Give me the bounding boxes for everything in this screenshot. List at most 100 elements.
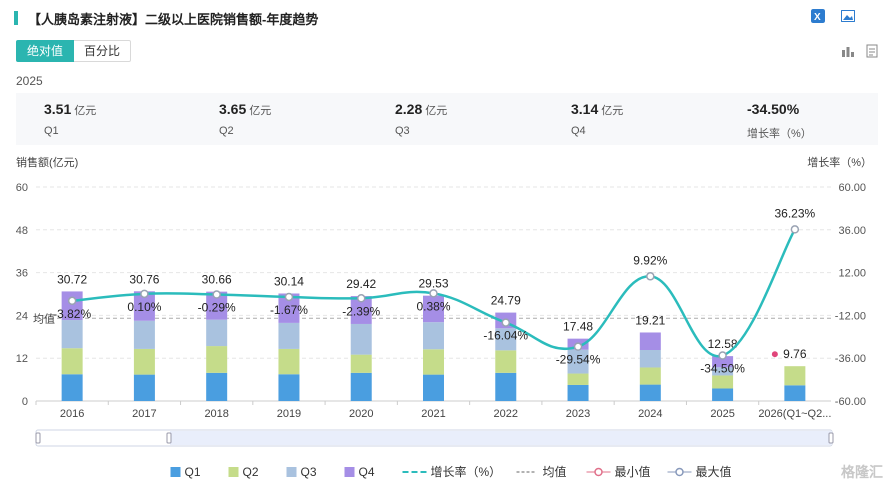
growth-point — [646, 272, 655, 281]
bar-q4 — [133, 291, 155, 321]
legend-label: Q2 — [243, 465, 259, 479]
growth-point — [718, 351, 727, 360]
growth-line — [72, 228, 796, 358]
stat-growth: -34.50% 增长率（%） — [747, 101, 812, 141]
legend-swatch — [228, 467, 239, 477]
title-bar: 【人胰岛素注射液】二级以上医院销售额-年度趋势 — [14, 8, 318, 28]
y2-tick-label: -60.00 — [835, 396, 866, 408]
excel-icon[interactable]: X — [811, 9, 825, 23]
document-icon[interactable] — [865, 44, 879, 58]
x-tick-label: 2017 — [132, 408, 156, 420]
growth-label: 0.38% — [416, 299, 450, 313]
legend-marker — [675, 467, 684, 477]
stat-label: Q4 — [571, 125, 586, 137]
legend-label: 最大值 — [696, 464, 732, 479]
page-title: 【人胰岛素注射液】二级以上医院销售额-年度趋势 — [28, 11, 319, 27]
bar-q2 — [206, 346, 228, 373]
growth-label: 0.10% — [127, 300, 161, 314]
bar-q4 — [350, 296, 372, 324]
total-label: 9.76 — [783, 347, 807, 361]
total-label: 30.66 — [202, 273, 232, 287]
total-label: 30.14 — [274, 275, 304, 289]
bar-q1 — [423, 374, 444, 401]
range-handle-start[interactable] — [35, 432, 41, 444]
x-tick-label: 2020 — [349, 408, 373, 420]
total-label: 12.58 — [708, 337, 738, 351]
bar-q3 — [639, 349, 661, 368]
y2-tick-label: 12.00 — [838, 268, 866, 280]
range-selection[interactable] — [170, 431, 832, 445]
growth-label: -0.29% — [198, 301, 236, 315]
y-axis-title: 销售额(亿元) — [16, 155, 78, 169]
stat-value: 3.65 — [219, 101, 247, 117]
tab-absolute[interactable]: 绝对值 — [16, 40, 75, 62]
year-label: 2025 — [16, 74, 43, 88]
bar-q2 — [567, 373, 589, 385]
y-tick-label: 36 — [16, 268, 28, 280]
growth-label: -2.39% — [342, 304, 380, 318]
stat-label: Q2 — [219, 125, 234, 137]
growth-point — [67, 296, 77, 306]
stats-panel: 3.51 亿元 Q1 3.65 亿元 Q2 2.28 亿元 Q3 3.14 亿元 Q4 … — [16, 93, 878, 145]
x-tick-label: 2021 — [421, 408, 445, 420]
growth-label: -34.50% — [700, 362, 745, 376]
chart-legend: Q1 Q2 Q3 Q4 增长率（%） 均值 最小值 最大值 — [170, 464, 732, 479]
legend-label: Q1 — [185, 465, 201, 479]
bar-q2 — [278, 348, 300, 375]
legend-item: 均值 — [516, 464, 567, 479]
bar-q1 — [567, 384, 589, 401]
stat-value: 2.28 — [395, 101, 423, 117]
tab-group: 绝对值 百分比 — [16, 40, 132, 62]
legend-label: 均值 — [543, 464, 567, 479]
watermark: 格隆汇 — [841, 464, 883, 480]
total-label: 29.42 — [346, 277, 376, 291]
bar-q3 — [495, 328, 517, 351]
x-tick-label: 2026(Q1~Q2... — [758, 408, 831, 420]
legend-label: Q4 — [359, 465, 375, 479]
stat-unit: 亿元 — [425, 105, 448, 117]
total-label: 24.79 — [491, 294, 521, 308]
tab-percentage[interactable]: 百分比 — [74, 40, 132, 62]
svg-text:X: X — [814, 12, 821, 23]
top-icons: X — [811, 9, 855, 23]
total-label: 29.53 — [418, 277, 448, 291]
y2-tick-label: 60.00 — [838, 182, 866, 194]
x-tick-label: 2024 — [638, 408, 662, 420]
legend-swatch — [344, 467, 355, 477]
bar-q3 — [423, 322, 444, 350]
bar-q1 — [639, 384, 661, 401]
title-accent — [14, 11, 18, 25]
sales-chart: 销售额(亿元) 增长率（%） 0 12 24 36 48 60 -60.00 -36.00 -12.… — [16, 155, 872, 447]
bar-q2 — [639, 367, 661, 385]
y-tick-label: 60 — [16, 182, 28, 194]
bar-q4 — [423, 295, 444, 323]
bar-chart-icon[interactable] — [841, 44, 855, 58]
bar-q1 — [278, 374, 300, 401]
bar-q3 — [278, 322, 300, 349]
stat-label: Q1 — [44, 125, 59, 137]
range-handle-right[interactable] — [828, 432, 834, 444]
total-label: 19.21 — [635, 313, 665, 327]
bar-q2 — [784, 366, 806, 386]
legend-item: 最小值 — [586, 464, 651, 479]
bar-q2 — [350, 354, 372, 373]
bar-q3 — [567, 349, 589, 374]
min-marker — [771, 351, 778, 358]
y2-axis-title: 增长率（%） — [807, 155, 872, 169]
range-handle-left[interactable] — [166, 432, 172, 444]
image-icon[interactable] — [841, 9, 855, 23]
stat-unit: 亿元 — [74, 105, 97, 117]
legend-item: Q3 — [286, 465, 317, 479]
legend-marker — [594, 467, 603, 477]
stat-value: 3.51 — [44, 101, 72, 117]
y2-tick-label: 36.00 — [838, 225, 866, 237]
stat-value: 3.14 — [571, 101, 599, 117]
x-tick-label: 2016 — [60, 408, 84, 420]
bar-q3 — [133, 320, 155, 349]
stat-q4: 3.14 亿元 Q4 — [571, 101, 623, 137]
bar-q1 — [495, 372, 517, 401]
x-tick-label: 2023 — [566, 408, 590, 420]
y-tick-label: 12 — [16, 353, 28, 365]
bar-q4 — [206, 291, 228, 320]
bar-q1 — [784, 385, 806, 401]
